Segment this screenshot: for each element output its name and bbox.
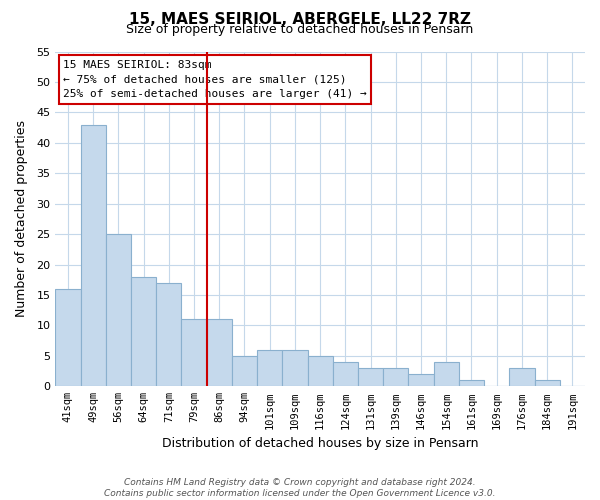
Bar [409,374,434,386]
Bar [283,350,308,387]
Text: 15, MAES SEIRIOL, ABERGELE, LL22 7RZ: 15, MAES SEIRIOL, ABERGELE, LL22 7RZ [129,12,471,28]
Bar [181,320,206,386]
Bar [106,234,131,386]
Bar [80,124,106,386]
Bar [459,380,484,386]
Bar [257,350,283,387]
Bar [434,362,459,386]
Bar [308,356,333,386]
Y-axis label: Number of detached properties: Number of detached properties [15,120,28,318]
Bar [55,289,80,386]
Bar [509,368,535,386]
X-axis label: Distribution of detached houses by size in Pensarn: Distribution of detached houses by size … [162,437,478,450]
Bar [206,320,232,386]
Text: Size of property relative to detached houses in Pensarn: Size of property relative to detached ho… [127,22,473,36]
Text: Contains HM Land Registry data © Crown copyright and database right 2024.
Contai: Contains HM Land Registry data © Crown c… [104,478,496,498]
Bar [131,276,156,386]
Bar [333,362,358,386]
Bar [232,356,257,386]
Bar [156,283,181,387]
Bar [383,368,409,386]
Text: 15 MAES SEIRIOL: 83sqm
← 75% of detached houses are smaller (125)
25% of semi-de: 15 MAES SEIRIOL: 83sqm ← 75% of detached… [63,60,367,100]
Bar [358,368,383,386]
Bar [535,380,560,386]
